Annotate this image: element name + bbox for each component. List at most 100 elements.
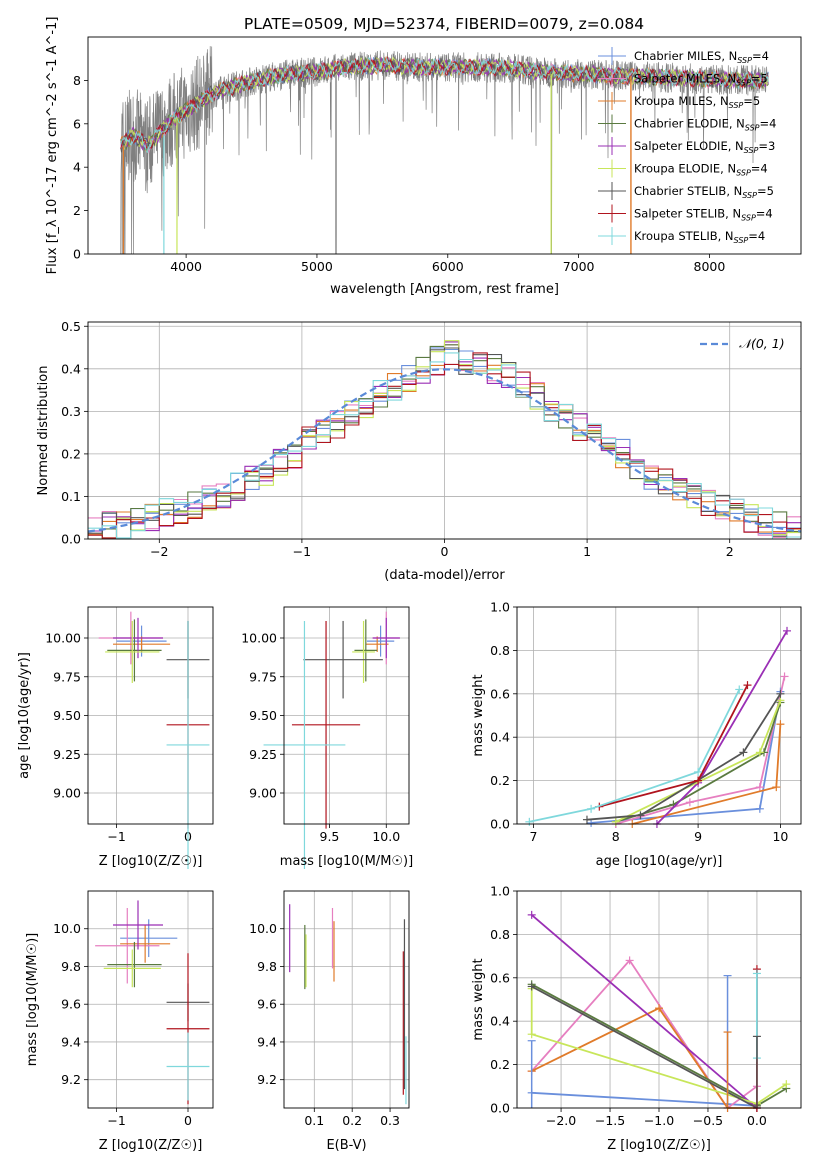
x-tick-label: 9 bbox=[694, 829, 702, 844]
mass-weight-line bbox=[599, 684, 749, 808]
mass_vs_ebv-panel: 0.1 0.2 0.3 9.2 9.4 9.6 9.8 10.0 E(B-V) bbox=[249, 890, 410, 1153]
y-tick-label: 0.0 bbox=[490, 1101, 510, 1116]
y-axis-label: age [log10(age/yr)] bbox=[17, 652, 32, 779]
x-tick-label: −1 bbox=[107, 829, 125, 844]
x-tick-label: 5000 bbox=[301, 259, 333, 274]
legend-label: Salpeter STELIB, NSSP=4 bbox=[634, 207, 773, 223]
legend-label: Chabrier ELODIE, NSSP=4 bbox=[634, 117, 776, 133]
y-tick-label: 0.8 bbox=[490, 643, 510, 658]
y-axis-label: mass weight bbox=[471, 674, 486, 756]
y-tick-label: 10.00 bbox=[241, 631, 277, 646]
x-tick-label: 0.1 bbox=[304, 1113, 324, 1128]
y-tick-label: 0.6 bbox=[490, 970, 510, 985]
y-tick-label: 0.8 bbox=[490, 927, 510, 942]
x-tick-label: −2.0 bbox=[546, 1113, 576, 1128]
x-axis-label: (data-model)/error bbox=[384, 568, 505, 583]
legend-label: Kroupa STELIB, NSSP=4 bbox=[634, 229, 765, 245]
y-tick-label: 6 bbox=[73, 116, 81, 131]
y-tick-label: 9.75 bbox=[53, 669, 81, 684]
y-tick-label: 8 bbox=[73, 73, 81, 88]
axes-frame bbox=[516, 890, 802, 1109]
x-tick-label: 8000 bbox=[694, 259, 726, 274]
legend-label: Kroupa MILES, NSSP=5 bbox=[634, 94, 760, 110]
y-tick-label: 9.00 bbox=[249, 786, 277, 801]
y-tick-label: 9.50 bbox=[53, 708, 81, 723]
x-axis-label: Z [log10(Z/Z☉)] bbox=[99, 1138, 203, 1153]
mass-weight-line bbox=[530, 988, 787, 1105]
weight_vs_Z-panel: −2.0 −1.5 −1.0 −0.5 0.0 0.0 0.2 0.4 0.6 0.8 1.0 Z [… bbox=[471, 884, 802, 1153]
y-tick-label: 9.25 bbox=[249, 747, 277, 762]
mass-weight-line bbox=[531, 914, 758, 1109]
x-axis-label: Z [log10(Z/Z☉)] bbox=[607, 1138, 711, 1153]
y-axis-label: mass [log10(M/M☉)] bbox=[25, 933, 40, 1066]
legend-label: Salpeter MILES, NSSP=5 bbox=[634, 72, 768, 88]
y-tick-label: 9.4 bbox=[257, 1034, 277, 1049]
figure-title: PLATE=0509, MJD=52374, FIBERID=0079, z=0… bbox=[244, 15, 644, 33]
y-tick-label: 10.0 bbox=[249, 921, 277, 936]
y-tick-label: 9.50 bbox=[249, 708, 277, 723]
model-spectrum-line bbox=[120, 56, 769, 151]
y-tick-label: 0.4 bbox=[490, 1014, 510, 1029]
axes-frame bbox=[283, 890, 410, 1109]
y-tick-label: 9.25 bbox=[53, 747, 81, 762]
y-tick-label: 0 bbox=[73, 247, 81, 262]
x-tick-label: −1 bbox=[293, 544, 311, 559]
axes-frame bbox=[516, 606, 802, 825]
mass-weight-line bbox=[586, 693, 782, 821]
x-tick-label: 4000 bbox=[170, 259, 202, 274]
x-tick-label: −0.5 bbox=[693, 1113, 723, 1128]
axes-frame bbox=[87, 36, 802, 255]
x-tick-label: 9.5 bbox=[320, 829, 340, 844]
y-tick-label: 0.2 bbox=[490, 1057, 510, 1072]
histogram-step-line bbox=[88, 347, 801, 540]
x-tick-label: 0.3 bbox=[380, 1113, 400, 1128]
y-tick-label: 9.00 bbox=[53, 786, 81, 801]
y-tick-label: 4 bbox=[73, 160, 81, 175]
axes-frame bbox=[87, 321, 802, 540]
mass-weight-line bbox=[529, 689, 741, 823]
x-tick-label: 0 bbox=[441, 544, 449, 559]
y-tick-label: 0.2 bbox=[61, 446, 81, 461]
histogram-step-line bbox=[88, 340, 801, 540]
x-tick-label: 7000 bbox=[563, 259, 595, 274]
x-tick-label: −1.0 bbox=[644, 1113, 674, 1128]
x-tick-label: 0.2 bbox=[342, 1113, 362, 1128]
y-tick-label: 9.8 bbox=[61, 959, 81, 974]
axes-frame bbox=[87, 606, 214, 825]
y-tick-label: 9.4 bbox=[61, 1034, 81, 1049]
y-tick-label: 1.0 bbox=[490, 600, 510, 615]
x-tick-label: −1.5 bbox=[595, 1113, 625, 1128]
y-tick-label: 9.6 bbox=[257, 997, 277, 1012]
y-tick-label: 0.3 bbox=[61, 404, 81, 419]
x-axis-label: E(B-V) bbox=[326, 1138, 366, 1153]
weight_vs_age-panel: 7 8 9 10 0.0 0.2 0.4 0.6 0.8 1.0 age [log10(age/yr… bbox=[471, 600, 802, 869]
y-axis-label: Flux [f_λ 10^-17 erg cm^-2 s^-1 A^-1] bbox=[45, 17, 60, 275]
spectrum-plot-area bbox=[120, 46, 769, 254]
mass-weight-line bbox=[531, 985, 758, 1109]
x-axis-label: Z [log10(Z/Z☉)] bbox=[99, 854, 203, 869]
y-tick-label: 10.0 bbox=[53, 921, 81, 936]
y-tick-label: 0.1 bbox=[61, 489, 81, 504]
mass-weight-line bbox=[531, 958, 758, 1110]
y-tick-label: 10.00 bbox=[45, 631, 81, 646]
y-tick-label: 0.0 bbox=[490, 817, 510, 832]
mass-weight-line bbox=[615, 676, 786, 825]
residuals-panel: −2 −1 0 1 2 0.0 0.1 0.2 0.3 0.4 0.5 𝒩(0, 1) (data-mo… bbox=[36, 319, 802, 583]
axes-frame bbox=[283, 606, 410, 825]
legend-label: Kroupa ELODIE, NSSP=4 bbox=[634, 162, 768, 178]
axes-frame bbox=[87, 890, 214, 1109]
y-tick-label: 9.75 bbox=[249, 669, 277, 684]
x-tick-label: 7 bbox=[529, 829, 537, 844]
legend-label: Chabrier MILES, NSSP=4 bbox=[634, 49, 769, 65]
x-tick-label: 2 bbox=[726, 544, 734, 559]
y-axis-label: Normed distribution bbox=[36, 366, 51, 496]
model-spectrum-line bbox=[120, 56, 769, 154]
legend-label: 𝒩(0, 1) bbox=[739, 336, 785, 351]
y-tick-label: 9.6 bbox=[61, 997, 81, 1012]
x-axis-label: mass [log10(M/M☉)] bbox=[280, 854, 413, 869]
normal-curve-line bbox=[87, 368, 802, 533]
spectrum-legend: Chabrier MILES, NSSP=4 Salpeter MILES, NS… bbox=[598, 47, 776, 245]
histogram-step-line bbox=[88, 352, 801, 540]
x-tick-label: 10.0 bbox=[372, 829, 400, 844]
